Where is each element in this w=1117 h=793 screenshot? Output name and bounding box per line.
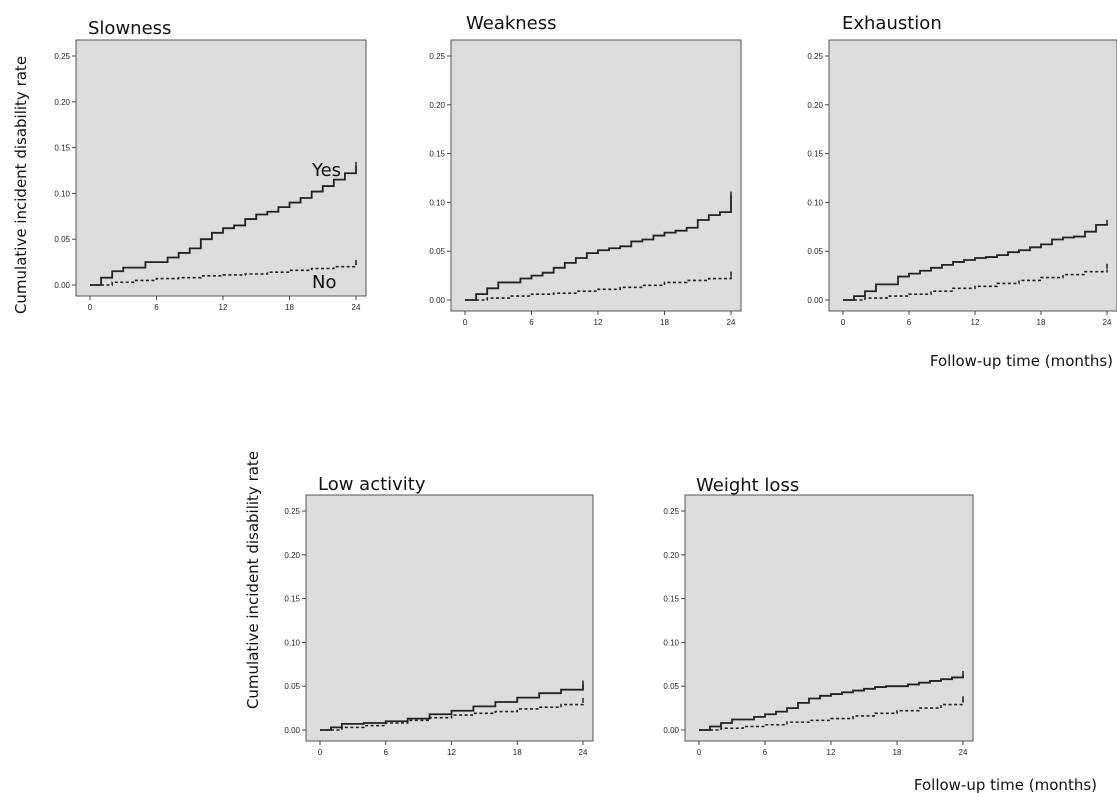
panel-title: Weight loss (696, 475, 799, 496)
x-tick-label: 24 (352, 303, 361, 312)
y-tick-label: 0.10 (54, 189, 70, 198)
y-tick-label: 0.10 (663, 638, 679, 647)
x-tick-label: 18 (660, 318, 669, 327)
chart-panel-1: Slowness 0.00 0.05 0.10 0.15 0.20 0.25 0 6 12 18 24… (12, 18, 367, 314)
x-tick-label: 0 (88, 303, 93, 312)
y-tick-label: 0.00 (284, 726, 300, 735)
series-annotation: No (312, 272, 336, 293)
x-tick-label: 0 (463, 318, 468, 327)
y-tick-label: 0.25 (54, 52, 70, 61)
plot-area (75, 39, 367, 297)
chart-panel-3: Exhaustion 0.00 0.05 0.10 0.15 0.20 0.25 0 6 12 18… (807, 13, 1117, 370)
x-tick-label: 12 (827, 748, 836, 757)
x-tick-label: 18 (893, 748, 902, 757)
x-axis-label: Follow-up time (months) (930, 352, 1113, 370)
x-tick-label: 18 (513, 748, 522, 757)
y-tick-label: 0.20 (429, 101, 445, 110)
y-axis-label: Cumulative incident disability rate (12, 56, 30, 314)
y-tick-label: 0.25 (429, 52, 445, 61)
panel-title: Exhaustion (842, 13, 942, 34)
y-tick-label: 0.10 (429, 198, 445, 207)
x-tick-label: 12 (447, 748, 456, 757)
panel-title: Weakness (466, 13, 557, 34)
y-tick-label: 0.15 (284, 595, 300, 604)
x-tick-label: 12 (594, 318, 603, 327)
x-axis-label: Follow-up time (months) (914, 776, 1097, 793)
x-tick-label: 18 (285, 303, 294, 312)
y-tick-label: 0.15 (663, 595, 679, 604)
y-tick-label: 0.00 (663, 726, 679, 735)
x-tick-label: 18 (1037, 318, 1046, 327)
x-tick-label: 6 (154, 303, 159, 312)
x-tick-label: 24 (959, 748, 968, 757)
y-axis-label: Cumulative incident disability rate (244, 451, 262, 709)
y-tick-label: 0.00 (807, 296, 823, 305)
y-tick-label: 0.05 (663, 682, 679, 691)
x-tick-label: 6 (384, 748, 389, 757)
chart-panel-5: Weight loss 0.00 0.05 0.10 0.15 0.20 0.25 0 6 12 1… (663, 475, 1097, 793)
y-tick-label: 0.05 (807, 247, 823, 256)
x-tick-label: 6 (529, 318, 534, 327)
x-tick-label: 0 (697, 748, 702, 757)
x-tick-label: 24 (1103, 318, 1112, 327)
x-tick-label: 24 (579, 748, 588, 757)
y-tick-label: 0.05 (284, 682, 300, 691)
chart-panel-2: Weakness 0.00 0.05 0.10 0.15 0.20 0.25 0 6 12 18 24 (429, 13, 742, 327)
y-tick-label: 0.15 (54, 144, 70, 153)
y-tick-label: 0.25 (807, 52, 823, 61)
y-tick-label: 0.05 (54, 235, 70, 244)
y-tick-label: 0.15 (429, 150, 445, 159)
series-annotation: Yes (311, 160, 341, 181)
plot-area (684, 494, 974, 742)
series-line-yes (843, 223, 1108, 301)
panel-title: Low activity (318, 474, 426, 495)
y-tick-label: 0.20 (54, 98, 70, 107)
chart-panel-4: Low activity 0.00 0.05 0.10 0.15 0.20 0.25 0 6 12… (244, 451, 594, 757)
y-tick-label: 0.15 (807, 150, 823, 159)
series-line-no (465, 275, 732, 301)
y-tick-label: 0.25 (284, 507, 300, 516)
x-tick-label: 0 (841, 318, 846, 327)
series-line-no (90, 263, 357, 286)
x-tick-label: 24 (727, 318, 736, 327)
y-tick-label: 0.25 (663, 507, 679, 516)
series-line-no (699, 700, 964, 731)
y-tick-label: 0.00 (429, 296, 445, 305)
plot-area (828, 39, 1117, 312)
plot-area (305, 494, 594, 742)
y-tick-label: 0.20 (663, 551, 679, 560)
x-tick-label: 6 (907, 318, 912, 327)
series-line-yes (699, 674, 964, 731)
panel-title: Slowness (88, 18, 171, 39)
y-tick-label: 0.10 (284, 638, 300, 647)
x-tick-label: 6 (763, 748, 768, 757)
y-tick-label: 0.20 (284, 551, 300, 560)
y-tick-label: 0.00 (54, 281, 70, 290)
y-tick-label: 0.05 (429, 247, 445, 256)
x-tick-label: 12 (219, 303, 228, 312)
series-line-no (843, 267, 1108, 301)
y-tick-label: 0.10 (807, 198, 823, 207)
series-line-yes (465, 195, 732, 301)
y-tick-label: 0.20 (807, 101, 823, 110)
series-line-yes (90, 165, 357, 286)
series-line-yes (320, 684, 584, 731)
plot-area (450, 39, 742, 312)
x-tick-label: 12 (971, 318, 980, 327)
x-tick-label: 0 (318, 748, 323, 757)
